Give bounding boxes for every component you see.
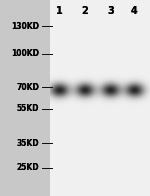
Text: 3: 3 [107,6,114,16]
Text: 130KD: 130KD [11,22,39,31]
Text: 1: 1 [56,6,63,16]
Text: 130KD: 130KD [11,22,39,31]
Text: 55KD: 55KD [16,104,39,113]
Text: 35KD: 35KD [16,139,39,148]
Text: 3: 3 [107,6,114,16]
Text: 70KD: 70KD [16,83,39,92]
Text: 2: 2 [81,6,88,16]
Text: 35KD: 35KD [16,139,39,148]
Text: 2: 2 [81,6,88,16]
Text: 55KD: 55KD [16,104,39,113]
Text: 25KD: 25KD [16,163,39,172]
Text: 4: 4 [131,6,138,16]
Text: 25KD: 25KD [16,163,39,172]
Text: 70KD: 70KD [16,83,39,92]
Bar [0,0,50,196]
Text: 100KD: 100KD [11,49,39,58]
Bar [50,0,150,196]
Text: 1: 1 [56,6,63,16]
Text: 100KD: 100KD [11,49,39,58]
Text: 4: 4 [131,6,138,16]
